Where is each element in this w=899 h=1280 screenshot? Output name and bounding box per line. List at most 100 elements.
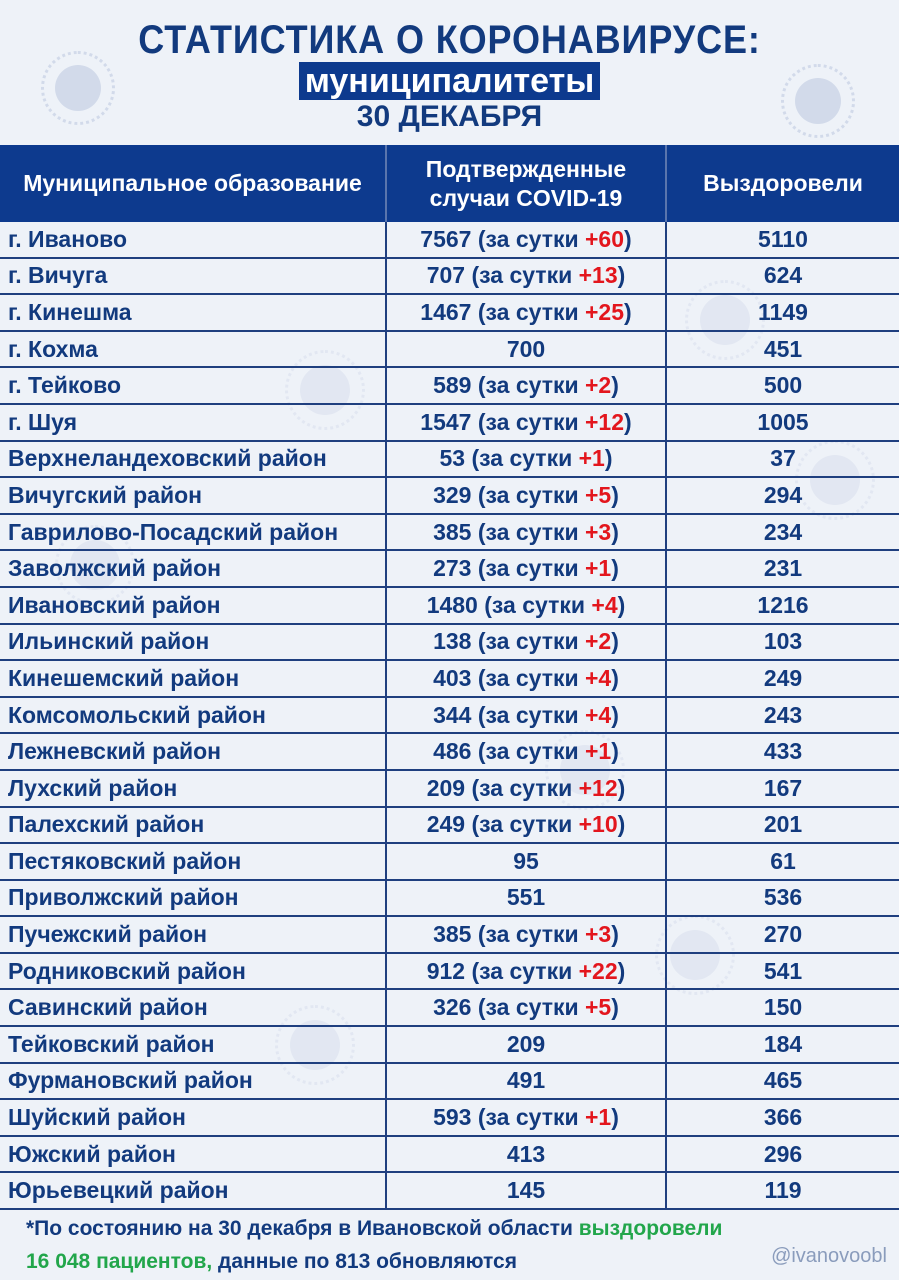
table-row: Лухский район 209 (за сутки +12) 167 xyxy=(0,769,899,808)
table-row: Ивановский район 1480 (за сутки +4) 1216 xyxy=(0,586,899,625)
recovered-value: 61 xyxy=(666,843,899,881)
cases-cell: 249 (за сутки +10) xyxy=(386,806,667,845)
recovered-value: 1149 xyxy=(666,294,899,332)
recovered-value: 624 xyxy=(666,257,899,296)
cases-value: 344 xyxy=(433,701,472,728)
municipality-table: Муниципальное образование Подтвержденные… xyxy=(0,145,899,1211)
municipality-name: г. Тейково xyxy=(0,367,387,405)
daily-delta: (за сутки +60) xyxy=(477,225,632,252)
cases-value: 1480 xyxy=(426,591,478,618)
cases-cell: 413 xyxy=(386,1135,667,1174)
municipality-name: Савинский район xyxy=(0,989,387,1028)
daily-delta: (за сутки +4) xyxy=(477,701,619,728)
table-row: Кинешемский район 403 (за сутки +4) 249 xyxy=(0,660,899,698)
recovered-value: 541 xyxy=(666,952,899,991)
cases-value: 403 xyxy=(433,664,472,691)
table-row: г. Иваново 7567 (за сутки +60) 5110 xyxy=(0,222,899,259)
recovered-value: 231 xyxy=(666,550,899,588)
daily-delta: (за сутки +13) xyxy=(471,262,626,289)
municipality-name: Комсомольский район xyxy=(0,696,387,735)
cases-value: 413 xyxy=(506,1140,546,1167)
social-handle: @ivanovoobl xyxy=(771,1245,887,1267)
municipality-name: Гаврилово-Посадский район xyxy=(0,513,387,552)
table-row: Ильинский район 138 (за сутки +2) 103 xyxy=(0,623,899,662)
cases-value: 707 xyxy=(426,262,466,289)
virus-icon xyxy=(41,51,115,125)
cases-value: 53 xyxy=(439,445,466,472)
municipality-name: Тейковский район xyxy=(0,1026,387,1064)
table-row: Комсомольский район 344 (за сутки +4) 243 xyxy=(0,696,899,735)
municipality-name: Лухский район xyxy=(0,769,387,808)
column-header-cases: Подтвержденные случаи COVID-19 xyxy=(386,145,667,222)
cases-value: 138 xyxy=(433,628,472,655)
cases-value: 1467 xyxy=(420,298,472,325)
municipality-name: Верхнеландеховский район xyxy=(0,440,387,479)
cases-value: 7567 xyxy=(420,225,472,252)
cases-cell: 1547 (за сутки +12) xyxy=(386,403,667,442)
daily-delta: (за сутки +22) xyxy=(471,957,626,984)
cases-value: 385 xyxy=(433,921,472,948)
cases-value: 486 xyxy=(433,738,472,765)
column-header-recovered: Выздоровели xyxy=(666,145,899,222)
table-row: Родниковский район 912 (за сутки +22) 541 xyxy=(0,952,899,991)
municipality-name: г. Кинешма xyxy=(0,294,387,332)
recovered-value: 536 xyxy=(666,879,899,918)
table-row: Пестяковский район 95 61 xyxy=(0,843,899,881)
municipality-name: Ильинский район xyxy=(0,623,387,662)
cases-value: 385 xyxy=(433,518,472,545)
daily-delta: (за сутки +3) xyxy=(477,921,619,948)
municipality-name: Лежневский район xyxy=(0,733,387,771)
daily-delta: (за сутки +2) xyxy=(477,628,619,655)
cases-cell: 138 (за сутки +2) xyxy=(386,623,667,662)
daily-delta: (за сутки +10) xyxy=(471,811,626,838)
daily-delta: (за сутки +5) xyxy=(477,481,619,508)
municipality-name: Вичугский район xyxy=(0,477,387,515)
table-row: Фурмановский район 491 465 xyxy=(0,1062,899,1101)
municipality-name: Родниковский район xyxy=(0,952,387,991)
cases-cell: 53 (за сутки +1) xyxy=(386,440,667,479)
cases-cell: 912 (за сутки +22) xyxy=(386,952,667,991)
recovered-value: 167 xyxy=(666,769,899,808)
municipality-name: г. Вичуга xyxy=(0,257,387,296)
municipality-name: Пучежский район xyxy=(0,916,387,954)
cases-cell: 1480 (за сутки +4) xyxy=(386,586,667,625)
daily-delta: (за сутки +2) xyxy=(477,372,619,399)
cases-value: 209 xyxy=(426,774,466,801)
cases-cell: 329 (за сутки +5) xyxy=(386,477,667,515)
recovered-value: 294 xyxy=(666,477,899,515)
recovered-value: 270 xyxy=(666,916,899,954)
recovered-value: 201 xyxy=(666,806,899,845)
recovered-value: 5110 xyxy=(666,222,899,259)
table-row: Савинский район 326 (за сутки +5) 150 xyxy=(0,989,899,1028)
cases-cell: 403 (за сутки +4) xyxy=(386,660,667,698)
municipality-name: Фурмановский район xyxy=(0,1062,387,1101)
table-row: Пучежский район 385 (за сутки +3) 270 xyxy=(0,916,899,954)
daily-delta: (за сутки +1) xyxy=(477,738,619,765)
municipality-name: Заволжский район xyxy=(0,550,387,588)
report-date: 30 ДЕКАБРЯ xyxy=(356,100,543,133)
cases-value: 249 xyxy=(426,811,466,838)
recovered-value: 234 xyxy=(666,513,899,552)
column-header-municipality: Муниципальное образование xyxy=(0,145,387,222)
recovered-value: 119 xyxy=(666,1172,899,1211)
daily-delta: (за сутки +12) xyxy=(477,408,632,435)
cases-cell: 209 xyxy=(386,1026,667,1064)
table-row: Верхнеландеховский район 53 (за сутки +1)… xyxy=(0,440,899,479)
recovered-value: 37 xyxy=(666,440,899,479)
table-row: г. Вичуга 707 (за сутки +13) 624 xyxy=(0,257,899,296)
table-row: Гаврилово-Посадский район 385 (за сутки +… xyxy=(0,513,899,552)
municipality-name: Ивановский район xyxy=(0,586,387,625)
cases-cell: 486 (за сутки +1) xyxy=(386,733,667,771)
recovered-value: 1216 xyxy=(666,586,899,625)
table-row: Южский район 413 296 xyxy=(0,1135,899,1174)
table-row: Тейковский район 209 184 xyxy=(0,1026,899,1064)
recovered-value: 366 xyxy=(666,1099,899,1137)
recovered-value: 465 xyxy=(666,1062,899,1101)
cases-cell: 700 xyxy=(386,330,667,369)
municipality-name: Приволжский район xyxy=(0,879,387,918)
cases-value: 551 xyxy=(506,884,546,911)
cases-cell: 385 (за сутки +3) xyxy=(386,513,667,552)
daily-delta: (за сутки +1) xyxy=(477,555,619,582)
cases-cell: 326 (за сутки +5) xyxy=(386,989,667,1028)
cases-cell: 273 (за сутки +1) xyxy=(386,550,667,588)
